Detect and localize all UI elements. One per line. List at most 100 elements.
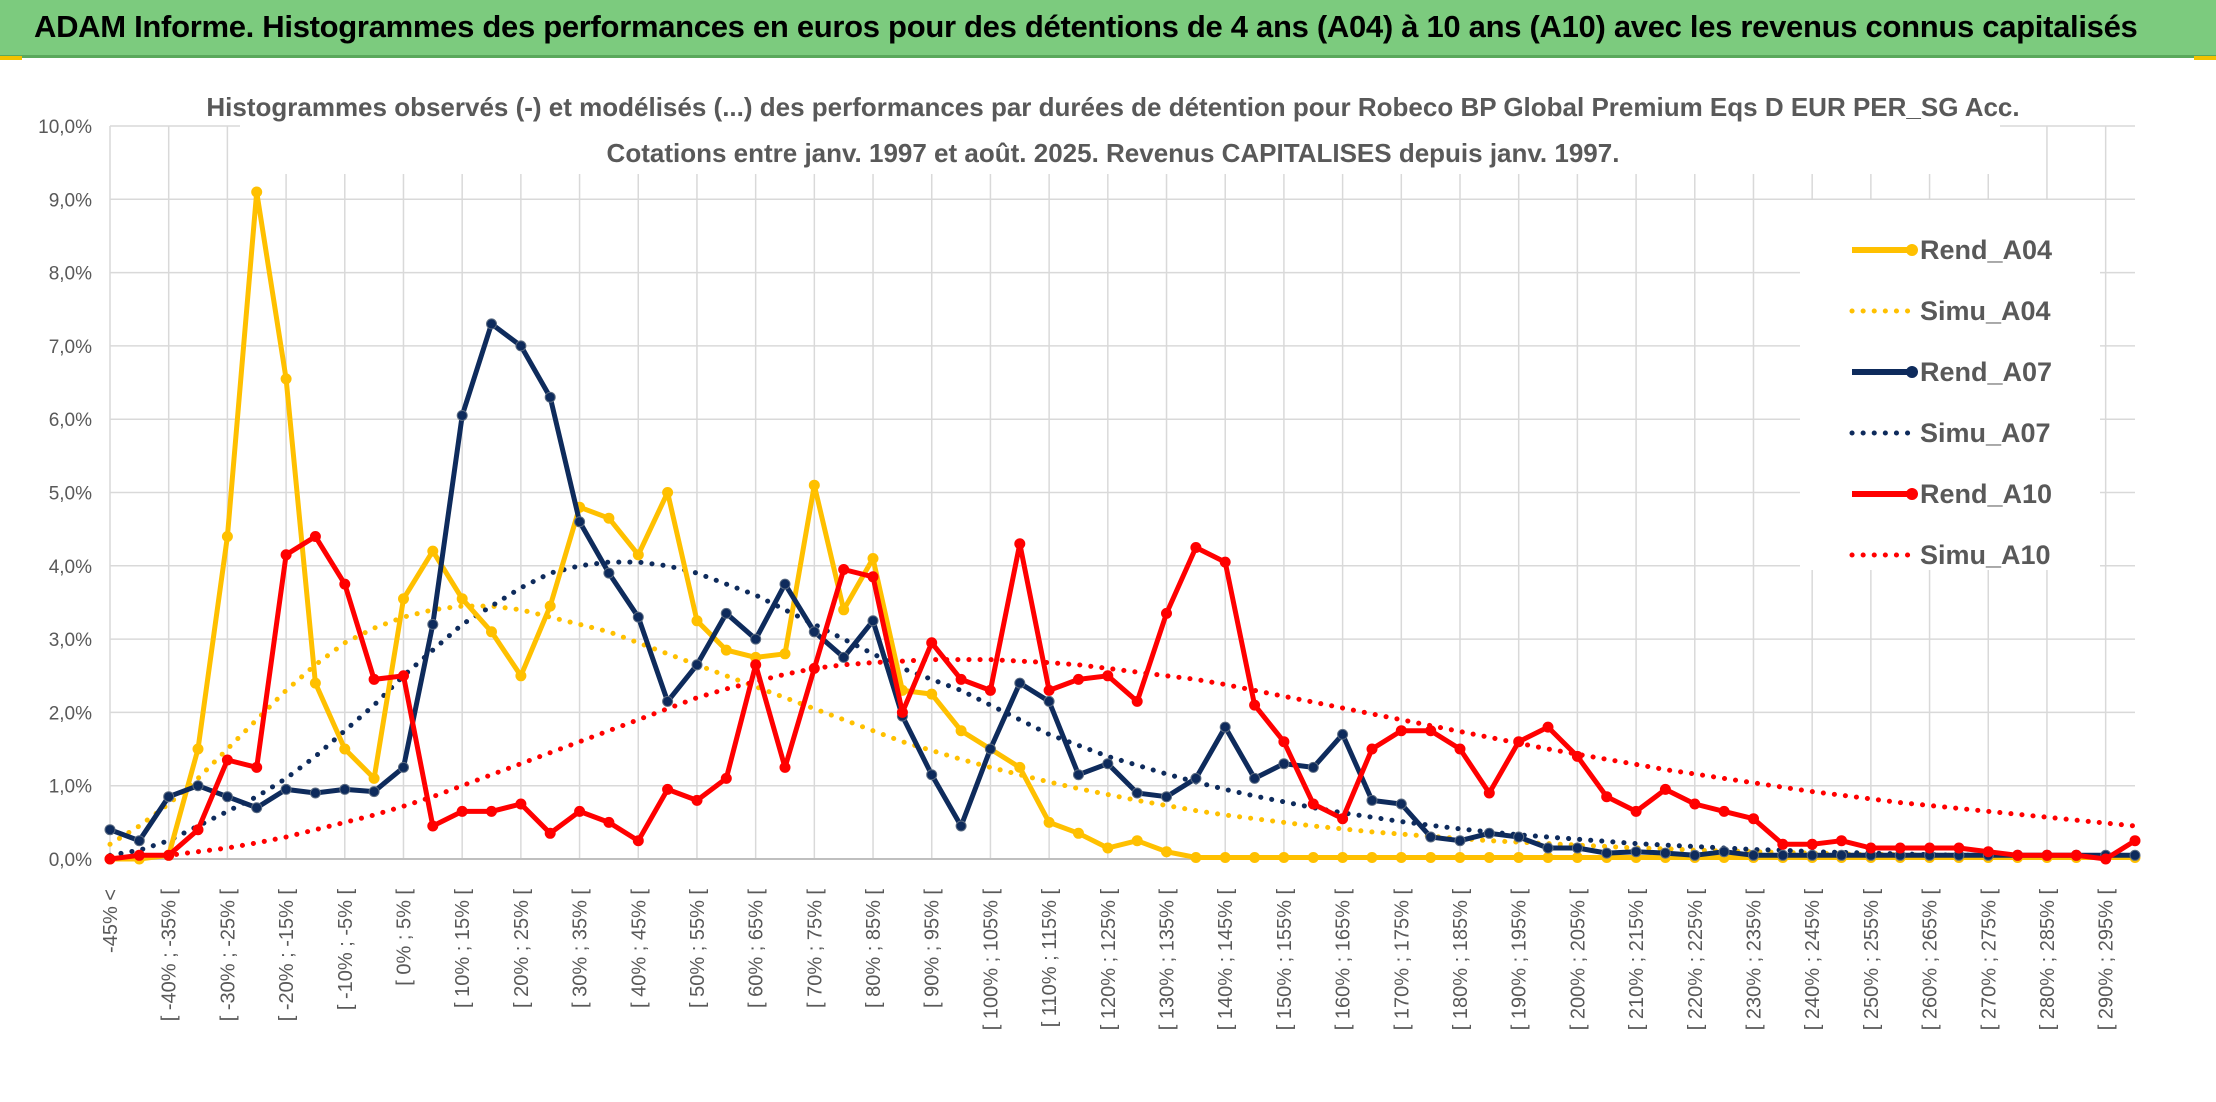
data-point-rend_a07: [1454, 835, 1466, 847]
data-point-rend_a10: [1073, 673, 1084, 685]
data-point-rend_a10: [1014, 538, 1026, 550]
data-point-rend_a10: [133, 849, 145, 861]
data-point-rend_a10: [456, 805, 468, 817]
data-point-rend_a04: [1249, 852, 1261, 863]
data-point-rend_a07: [1630, 846, 1642, 858]
data-point-rend_a04: [1483, 852, 1495, 863]
data-point-rend_a10: [750, 659, 762, 671]
x-tick-label: [ 140% ; 145% [: [1215, 889, 1237, 1031]
x-tick-label: [ -20% ; -15% [: [276, 889, 298, 1022]
data-point-rend_a10: [808, 662, 820, 674]
x-tick-label: [ -10% ; -5% [: [335, 889, 357, 1011]
data-point-rend_a07: [632, 611, 644, 623]
data-point-rend_a07: [1542, 842, 1554, 854]
data-point-rend_a04: [1131, 835, 1143, 847]
data-point-rend_a10: [1102, 670, 1114, 682]
data-point-rend_a04: [808, 479, 820, 491]
data-point-rend_a10: [838, 564, 850, 575]
data-point-rend_a07: [1102, 758, 1114, 770]
data-point-rend_a04: [544, 600, 556, 612]
x-tick-label: [ 220% ; 225% [: [1685, 889, 1707, 1031]
legend-item-rend_a10: Rend_A10: [1852, 479, 2052, 509]
data-point-rend_a04: [339, 743, 351, 755]
legend-label: Rend_A04: [1920, 235, 2052, 265]
data-point-rend_a07: [1513, 831, 1525, 843]
data-point-rend_a10: [984, 684, 996, 696]
data-point-rend_a07: [1425, 831, 1437, 843]
data-point-rend_a04: [867, 553, 879, 564]
legend-item-rend_a07: Rend_A07: [1852, 357, 2052, 387]
data-point-rend_a07: [1161, 791, 1172, 803]
x-tick-label: [ 280% ; 285% [: [2037, 889, 2059, 1031]
data-point-rend_a10: [1425, 725, 1437, 737]
data-point-rend_a04: [838, 604, 850, 616]
y-axis-ticks: 0,0% 1,0% 2,0% 3,0% 4,0% 5,0% 6,0% 7,0% 8,0% 9,0%…: [38, 117, 92, 871]
data-point-rend_a10: [1777, 838, 1789, 850]
data-point-rend_a10: [1924, 842, 1936, 854]
series-line-simu_a07: [107, 559, 2138, 860]
legend-marker: [1906, 488, 1918, 500]
data-point-rend_a04: [1102, 842, 1114, 854]
banner-corner-left: [0, 56, 22, 60]
legend-label: Rend_A10: [1920, 479, 2052, 509]
y-tick-label: 7,0%: [49, 337, 92, 358]
data-point-rend_a10: [662, 783, 674, 795]
data-point-rend_a07: [456, 410, 468, 421]
data-point-rend_a10: [1513, 736, 1525, 748]
data-point-rend_a04: [1190, 852, 1202, 863]
data-point-rend_a10: [339, 578, 351, 590]
data-point-rend_a10: [1953, 842, 1965, 854]
data-point-rend_a07: [1278, 758, 1290, 770]
data-point-rend_a10: [1043, 684, 1055, 696]
data-point-rend_a07: [1836, 849, 1847, 861]
series-simu_a10: [107, 657, 2138, 862]
data-point-rend_a04: [280, 373, 292, 385]
series-line-rend_a10: [109, 534, 2137, 862]
data-point-rend_a10: [1865, 842, 1877, 854]
data-point-rend_a10: [926, 637, 938, 649]
data-point-rend_a10: [955, 673, 967, 685]
x-tick-label: [ 200% ; 205% [: [1567, 889, 1589, 1031]
data-point-rend_a10: [2129, 835, 2141, 847]
data-point-rend_a07: [1748, 849, 1759, 861]
data-point-rend_a07: [221, 791, 233, 803]
data-point-rend_a04: [1366, 852, 1378, 863]
data-point-rend_a10: [1836, 835, 1847, 847]
data-point-rend_a07: [662, 695, 674, 707]
x-tick-label: [ 20% ; 25% [: [511, 889, 533, 1008]
data-point-rend_a10: [1982, 846, 1994, 858]
data-point-rend_a04: [720, 644, 732, 656]
data-point-rend_a10: [691, 794, 703, 806]
data-point-rend_a07: [1249, 772, 1261, 784]
data-point-rend_a07: [955, 820, 967, 832]
series-line-simu_a04: [107, 603, 2138, 860]
data-point-rend_a10: [1278, 736, 1290, 748]
legend-label: Simu_A07: [1920, 418, 2051, 448]
chart-title-line-1: Histogrammes observés (-) et modélisés (…: [206, 92, 2019, 122]
data-point-rend_a07: [808, 626, 820, 638]
data-point-rend_a10: [1659, 783, 1671, 795]
legend-item-simu_a07: Simu_A07: [1849, 418, 2051, 448]
data-point-rend_a10: [1894, 842, 1906, 854]
data-point-rend_a04: [1043, 816, 1055, 828]
data-point-rend_a10: [1454, 743, 1466, 755]
data-point-rend_a10: [251, 761, 263, 773]
x-tick-label: [ 240% ; 245% [: [1802, 889, 1824, 1031]
legend-marker: [1906, 244, 1918, 256]
y-tick-label: 8,0%: [49, 264, 92, 285]
data-point-rend_a10: [1571, 750, 1583, 762]
data-point-rend_a07: [427, 618, 439, 630]
series-layer: [104, 186, 2141, 865]
data-point-rend_a10: [779, 761, 791, 773]
x-tick-label: [ 70% ; 75% [: [804, 889, 826, 1008]
data-point-rend_a10: [309, 531, 321, 542]
data-point-rend_a10: [221, 754, 233, 766]
x-tick-label: [ 260% ; 265% [: [1920, 889, 1942, 1031]
x-tick-label: [ 50% ; 55% [: [687, 889, 709, 1008]
data-point-rend_a07: [1014, 677, 1026, 689]
report-title: ADAM Informe. Histogrammes des performan…: [34, 9, 2138, 44]
data-point-rend_a07: [544, 391, 556, 403]
data-point-rend_a10: [1307, 798, 1319, 810]
data-point-rend_a10: [1395, 725, 1407, 737]
legend-background: [1800, 200, 2100, 570]
